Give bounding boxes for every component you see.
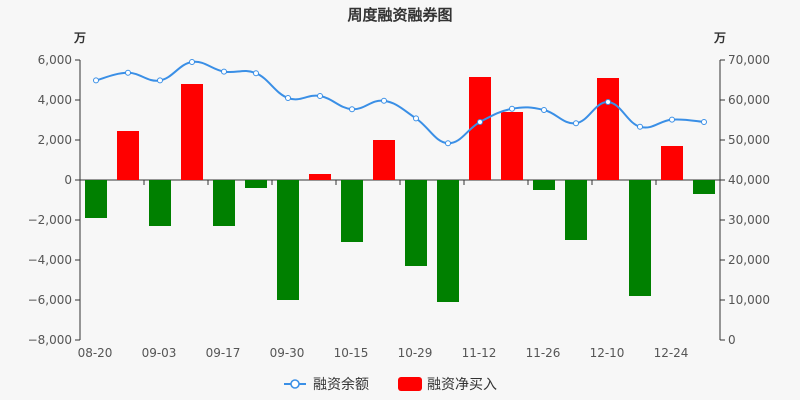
right-tick-label: 60,000 bbox=[728, 93, 770, 107]
balance-point bbox=[285, 95, 291, 101]
net-buy-bar bbox=[661, 146, 683, 180]
left-tick-label: −8,000 bbox=[28, 333, 72, 347]
right-tick-label: 10,000 bbox=[728, 293, 770, 307]
net-buy-bar bbox=[629, 180, 651, 296]
x-tick-label: 09-30 bbox=[270, 346, 305, 360]
axes: 6,000 4,000 2,000 0 −2,000 −4,000 −6,000 −8,000… bbox=[28, 53, 770, 360]
balance-point bbox=[221, 68, 227, 75]
chart-title: 周度融资融券图 bbox=[347, 6, 452, 24]
net-buy-bar bbox=[437, 180, 459, 302]
x-tick-label: 10-15 bbox=[334, 346, 369, 360]
net-buy-bar bbox=[117, 131, 139, 180]
right-tick-label: 0 bbox=[728, 333, 736, 347]
net-buy-bar bbox=[693, 180, 715, 194]
left-tick-label: −6,000 bbox=[28, 293, 72, 307]
net-buy-bar bbox=[341, 180, 363, 242]
left-tick-label: −2,000 bbox=[28, 213, 72, 227]
x-tick-label: 10-29 bbox=[398, 346, 433, 360]
balance-point bbox=[573, 120, 579, 127]
net-buy-bar bbox=[245, 180, 267, 188]
legend-bar-swatch bbox=[398, 377, 422, 391]
bar-series bbox=[85, 77, 715, 302]
legend-item-balance: 融资余额 bbox=[313, 376, 369, 393]
x-tick-label: 08-20 bbox=[78, 346, 113, 360]
x-tick-label: 12-24 bbox=[654, 346, 689, 360]
x-tick-label: 09-17 bbox=[206, 346, 241, 360]
balance-point bbox=[509, 105, 515, 112]
right-tick-label: 70,000 bbox=[728, 53, 770, 67]
balance-point bbox=[125, 69, 131, 76]
net-buy-bar bbox=[277, 180, 299, 300]
balance-point bbox=[701, 119, 707, 125]
left-tick-label: 2,000 bbox=[38, 133, 72, 147]
balance-point bbox=[189, 59, 195, 65]
net-buy-bar bbox=[309, 174, 331, 180]
legend-line-marker bbox=[290, 379, 300, 389]
net-buy-bar bbox=[149, 180, 171, 226]
net-buy-bar bbox=[469, 77, 491, 180]
x-tick-label: 11-12 bbox=[462, 346, 497, 360]
net-buy-bar bbox=[405, 180, 427, 266]
x-tick-label: 12-10 bbox=[590, 346, 625, 360]
net-buy-bar bbox=[181, 84, 203, 180]
net-buy-bar bbox=[373, 140, 395, 180]
balance-point bbox=[477, 119, 483, 125]
balance-point bbox=[669, 116, 675, 123]
balance-point bbox=[93, 77, 99, 84]
x-tick-label: 09-03 bbox=[142, 346, 177, 360]
net-buy-bar bbox=[565, 180, 587, 240]
legend-item-net-buy: 融资净买入 bbox=[427, 377, 497, 393]
balance-point bbox=[605, 99, 611, 105]
line-series bbox=[93, 59, 707, 147]
balance-point bbox=[253, 70, 259, 77]
left-tick-label: 4,000 bbox=[38, 93, 72, 107]
net-buy-bar bbox=[501, 112, 523, 180]
balance-line bbox=[95, 60, 705, 145]
balance-point bbox=[637, 123, 643, 130]
left-tick-label: 0 bbox=[64, 173, 72, 187]
right-tick-label: 50,000 bbox=[728, 133, 770, 147]
balance-point bbox=[349, 106, 355, 113]
right-tick-label: 30,000 bbox=[728, 213, 770, 227]
balance-point bbox=[157, 77, 163, 84]
balance-point bbox=[445, 140, 451, 147]
left-tick-label: 6,000 bbox=[38, 53, 72, 67]
left-axis-unit: 万 bbox=[73, 31, 86, 45]
balance-point bbox=[381, 97, 387, 104]
legend: 融资余额 融资净买入 bbox=[284, 376, 497, 393]
net-buy-bar bbox=[213, 180, 235, 226]
left-tick-label: −4,000 bbox=[28, 253, 72, 267]
net-buy-bar bbox=[85, 180, 107, 218]
net-buy-bar bbox=[533, 180, 555, 190]
right-tick-label: 20,000 bbox=[728, 253, 770, 267]
x-tick-label: 11-26 bbox=[526, 346, 561, 360]
right-axis-unit: 万 bbox=[713, 31, 726, 45]
right-tick-label: 40,000 bbox=[728, 173, 770, 187]
balance-point bbox=[541, 107, 547, 113]
balance-point bbox=[317, 93, 323, 99]
balance-point bbox=[413, 115, 419, 122]
net-buy-bar bbox=[597, 78, 619, 180]
